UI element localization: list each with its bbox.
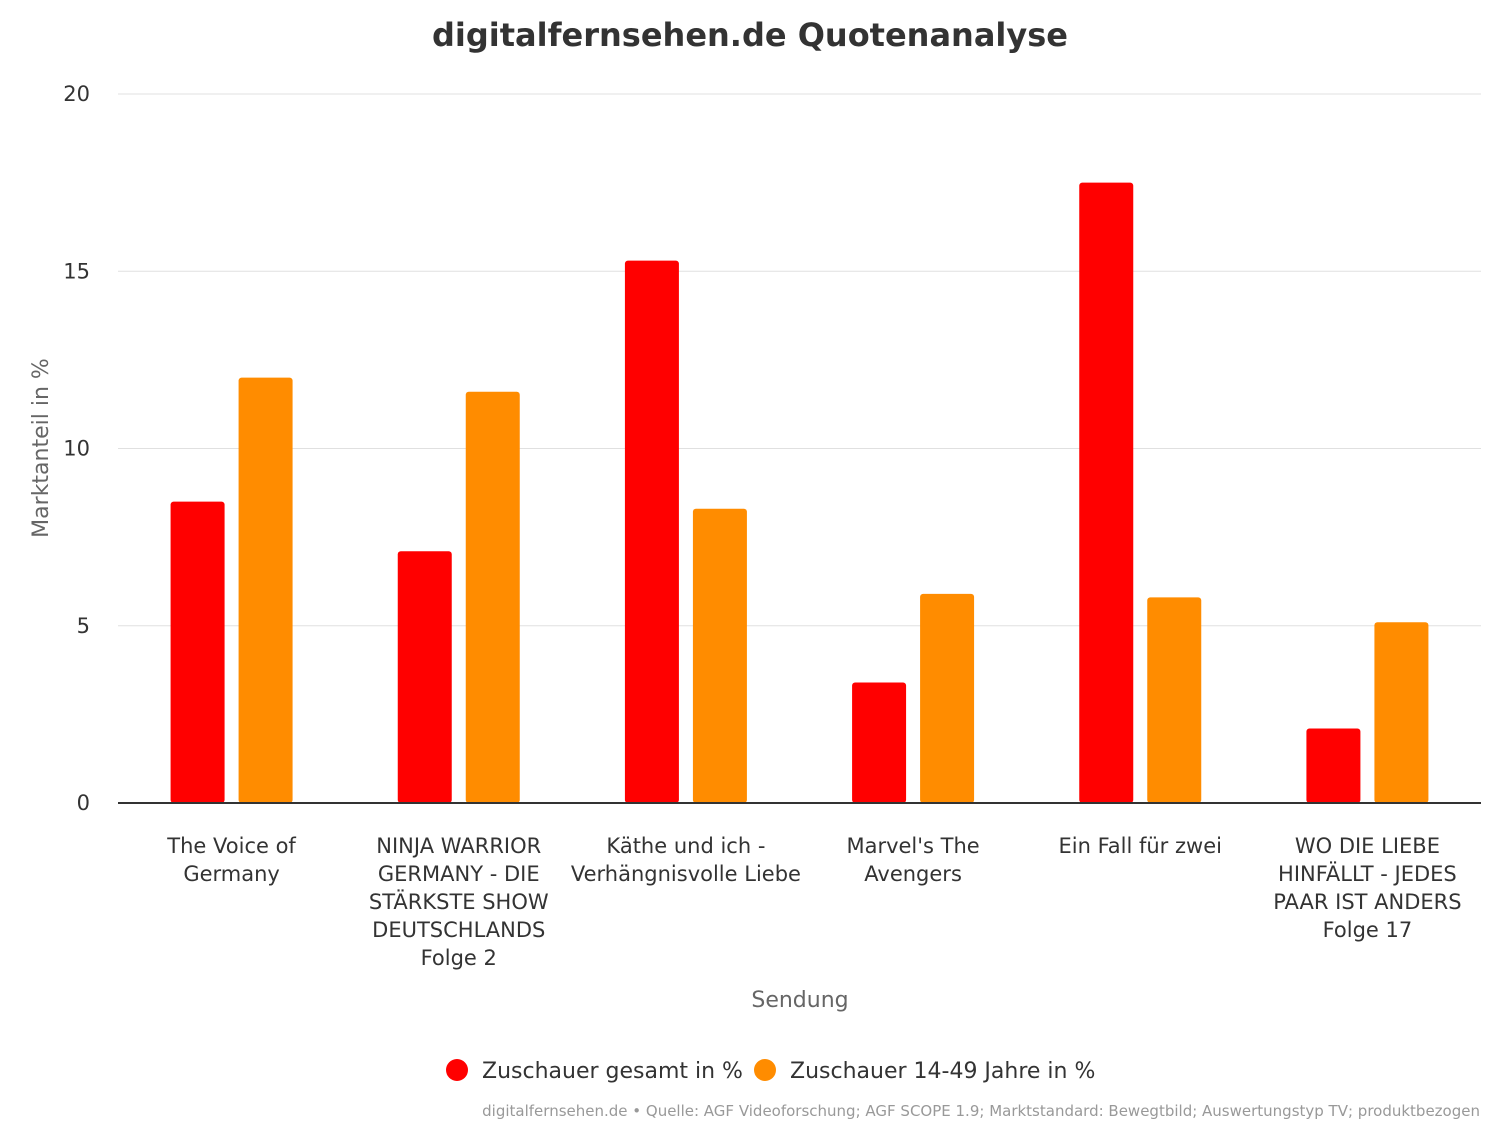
legend-marker: [446, 1059, 468, 1081]
bar-gesamt-1: [170, 501, 225, 803]
x-category-line: Folge 2: [421, 946, 497, 970]
bar-gesamt-6: [1306, 728, 1361, 803]
bars: [170, 182, 1429, 803]
y-tick-label: 20: [63, 82, 90, 106]
bar-gesamt-4: [852, 682, 907, 803]
grid-lines: [118, 93, 1481, 627]
x-category-label: NINJA WARRIOR GERMANY - DIE STÄRKSTE SHOW D…: [369, 834, 549, 970]
x-category-line: Verhängnisvolle Liebe: [571, 862, 801, 886]
x-category-line: Marvel's The: [846, 834, 979, 858]
x-category-label: WO DIE LIEBE HINFÄLLT - JEDES PAAR IST AND…: [1273, 834, 1461, 942]
y-axis-title: Marktanteil in %: [29, 358, 54, 538]
x-category-line: WO DIE LIEBE: [1295, 834, 1440, 858]
legend-label: Zuschauer gesamt in %: [482, 1059, 743, 1084]
bar-14-49-2: [465, 391, 520, 803]
bar-gesamt-5: [1079, 182, 1134, 803]
y-tick-label: 15: [63, 259, 90, 283]
x-category-line: Avengers: [864, 862, 962, 886]
x-category-line: DEUTSCHLANDS: [372, 918, 545, 942]
credits-text: digitalfernsehen.de • Quelle: AGF Videof…: [482, 1102, 1480, 1120]
x-category-line: The Voice of: [166, 834, 296, 858]
x-category-line: Folge 17: [1323, 918, 1413, 942]
y-tick-label: 0: [77, 791, 90, 815]
bar-gesamt-3: [624, 260, 679, 803]
x-category-line: NINJA WARRIOR: [376, 834, 541, 858]
x-category-line: STÄRKSTE SHOW: [369, 889, 549, 914]
bar-gesamt-2: [397, 551, 452, 803]
bar-14-49-4: [920, 593, 975, 803]
bar-14-49-6: [1374, 622, 1429, 803]
y-tick-label: 5: [77, 614, 90, 638]
x-category-line: Germany: [183, 862, 280, 886]
y-tick-label: 10: [63, 437, 90, 461]
legend-marker: [754, 1059, 776, 1081]
bar-14-49-1: [238, 377, 293, 803]
y-axis-ticks: 0 5 10 15 20: [63, 82, 90, 815]
chart-title: digitalfernsehen.de Quotenanalyse: [432, 16, 1068, 54]
x-axis-categories: The Voice of Germany NINJA WARRIOR GERMANY …: [166, 834, 1461, 970]
x-category-label: Marvel's The Avengers: [846, 834, 979, 886]
bar-14-49-5: [1147, 597, 1202, 803]
x-category-line: PAAR IST ANDERS: [1273, 890, 1461, 914]
x-axis-title: Sendung: [751, 988, 848, 1013]
legend-label: Zuschauer 14-49 Jahre in %: [790, 1059, 1095, 1084]
x-category-line: Ein Fall für zwei: [1059, 834, 1222, 858]
x-category-label: The Voice of Germany: [166, 834, 296, 886]
x-category-line: HINFÄLLT - JEDES: [1278, 861, 1457, 886]
legend: Zuschauer gesamt in % Zuschauer 14-49 Jah…: [446, 1059, 1095, 1084]
x-category-label: Ein Fall für zwei: [1059, 834, 1222, 858]
x-category-label: Käthe und ich - Verhängnisvolle Liebe: [571, 834, 801, 886]
x-category-line: GERMANY - DIE: [378, 862, 540, 886]
x-category-line: Käthe und ich -: [606, 834, 765, 858]
bar-14-49-3: [692, 508, 747, 803]
